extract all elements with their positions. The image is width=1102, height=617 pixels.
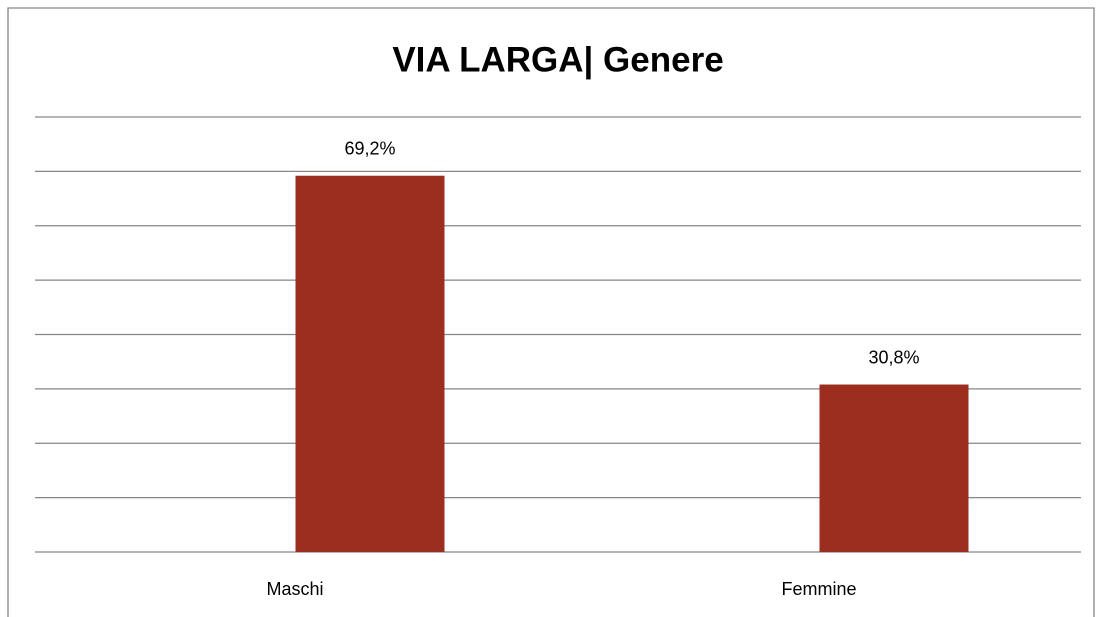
data-label: 69,2% [344, 138, 395, 158]
chart-title: VIA LARGA| Genere [392, 40, 723, 79]
bar [819, 384, 969, 552]
bar [295, 175, 445, 552]
chart-frame [7, 7, 1095, 617]
data-label: 30,8% [868, 347, 919, 367]
x-tick-label: Maschi [266, 579, 323, 599]
x-tick-label: Femmine [781, 579, 856, 599]
